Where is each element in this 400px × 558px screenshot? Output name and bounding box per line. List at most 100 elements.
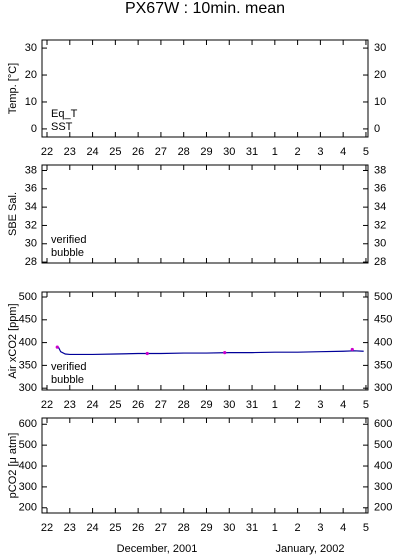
y-tick-label: 300	[19, 382, 37, 394]
x-tick-label: 29	[200, 146, 212, 158]
y-tick-label: 20	[25, 69, 37, 81]
x-tick-label: 3	[317, 399, 323, 411]
x-tick-label: 28	[178, 146, 190, 158]
x-tick-label: 26	[132, 146, 144, 158]
y-tick-label: 36	[25, 183, 37, 195]
x-tick-label: 27	[155, 146, 167, 158]
legend-entry: verified	[51, 234, 86, 246]
plot-frame	[41, 164, 369, 264]
x-tick-label: 4	[340, 522, 346, 534]
x-tick-label: 1	[272, 522, 278, 534]
legend-entry: verified	[51, 361, 86, 373]
x-tick-label: 23	[64, 146, 76, 158]
axis-annotation: January, 2002	[276, 543, 345, 555]
legend-entry: Eq_T	[51, 108, 78, 120]
y-tick-label: 10	[374, 96, 386, 108]
y-tick-label: 300	[374, 481, 392, 493]
y-tick-label: 600	[374, 418, 392, 430]
legend-entry: bubble	[51, 247, 84, 259]
y-tick-label: 600	[19, 418, 37, 430]
y-tick-label: 500	[374, 291, 392, 303]
x-tick-label: 30	[223, 399, 235, 411]
x-tick-label: 3	[317, 146, 323, 158]
y-tick-label: 36	[374, 183, 386, 195]
legend-entry: SST	[51, 121, 73, 133]
data-line	[57, 346, 364, 356]
x-tick-label: 28	[178, 399, 190, 411]
x-tick-label: 24	[86, 146, 98, 158]
x-tick-label: 1	[272, 399, 278, 411]
x-tick-label: 31	[246, 522, 258, 534]
y-tick-label: 500	[374, 439, 392, 451]
x-tick-label: 25	[109, 522, 121, 534]
x-tick-label: 4	[340, 399, 346, 411]
y-tick-label: 30	[374, 238, 386, 250]
x-tick-label: 26	[132, 399, 144, 411]
x-tick-label: 28	[178, 522, 190, 534]
y-tick-label: 500	[19, 439, 37, 451]
y-axis-label: Air xCO2 [ppm]	[7, 303, 19, 378]
data-point	[145, 351, 149, 356]
x-tick-label: 22	[41, 146, 53, 158]
data-point	[223, 351, 227, 355]
y-tick-label: 32	[374, 219, 386, 231]
plot-frame	[41, 417, 369, 514]
y-tick-label: 30	[25, 238, 37, 250]
legend-entry: bubble	[51, 374, 84, 386]
x-tick-label: 27	[155, 399, 167, 411]
x-tick-label: 22	[41, 522, 53, 534]
y-tick-label: 28	[25, 256, 37, 268]
x-tick-label: 24	[86, 399, 98, 411]
plot-frame	[41, 291, 369, 391]
x-tick-label: 30	[223, 522, 235, 534]
y-axis-label: pCO2 [μ atm]	[7, 433, 19, 499]
x-tick-label: 2	[295, 399, 301, 411]
x-tick-label: 5	[363, 399, 369, 411]
axis-annotation: December, 2001	[117, 543, 198, 555]
x-tick-label: 23	[64, 399, 76, 411]
y-tick-label: 400	[19, 460, 37, 472]
x-tick-label: 29	[200, 399, 212, 411]
x-tick-label: 25	[109, 399, 121, 411]
y-tick-label: 300	[374, 382, 392, 394]
y-tick-label: 10	[25, 96, 37, 108]
y-tick-label: 200	[374, 502, 392, 514]
y-tick-label: 38	[374, 164, 386, 176]
x-tick-label: 2	[295, 146, 301, 158]
x-tick-label: 23	[64, 522, 76, 534]
x-tick-label: 25	[109, 146, 121, 158]
x-tick-label: 27	[155, 522, 167, 534]
y-tick-label: 500	[19, 291, 37, 303]
chart-title: PX67W : 10min. mean	[125, 0, 285, 17]
x-tick-label: 26	[132, 522, 144, 534]
y-tick-label: 200	[19, 502, 37, 514]
y-tick-label: 450	[19, 314, 37, 326]
x-tick-label: 1	[272, 146, 278, 158]
x-tick-label: 22	[41, 399, 53, 411]
y-tick-label: 0	[374, 123, 380, 135]
y-tick-label: 30	[25, 42, 37, 54]
y-tick-label: 30	[374, 42, 386, 54]
y-tick-label: 350	[374, 359, 392, 371]
x-tick-label: 2	[295, 522, 301, 534]
y-tick-label: 20	[374, 69, 386, 81]
data-point	[55, 345, 59, 349]
x-tick-label: 29	[200, 522, 212, 534]
x-tick-label: 31	[246, 399, 258, 411]
y-axis-label: SBE Sal.	[7, 192, 19, 236]
x-tick-label: 4	[340, 146, 346, 158]
y-tick-label: 400	[374, 460, 392, 472]
y-tick-label: 400	[19, 337, 37, 349]
y-tick-label: 400	[374, 337, 392, 349]
y-tick-label: 32	[25, 219, 37, 231]
y-tick-label: 28	[374, 256, 386, 268]
y-tick-label: 350	[19, 359, 37, 371]
x-tick-label: 5	[363, 522, 369, 534]
x-tick-label: 3	[317, 522, 323, 534]
x-tick-label: 31	[246, 146, 258, 158]
y-tick-label: 34	[374, 201, 386, 213]
y-axis-label: Temp. [°C]	[7, 63, 19, 114]
plot-frame	[41, 39, 369, 138]
y-tick-label: 450	[374, 314, 392, 326]
y-tick-label: 34	[25, 201, 37, 213]
